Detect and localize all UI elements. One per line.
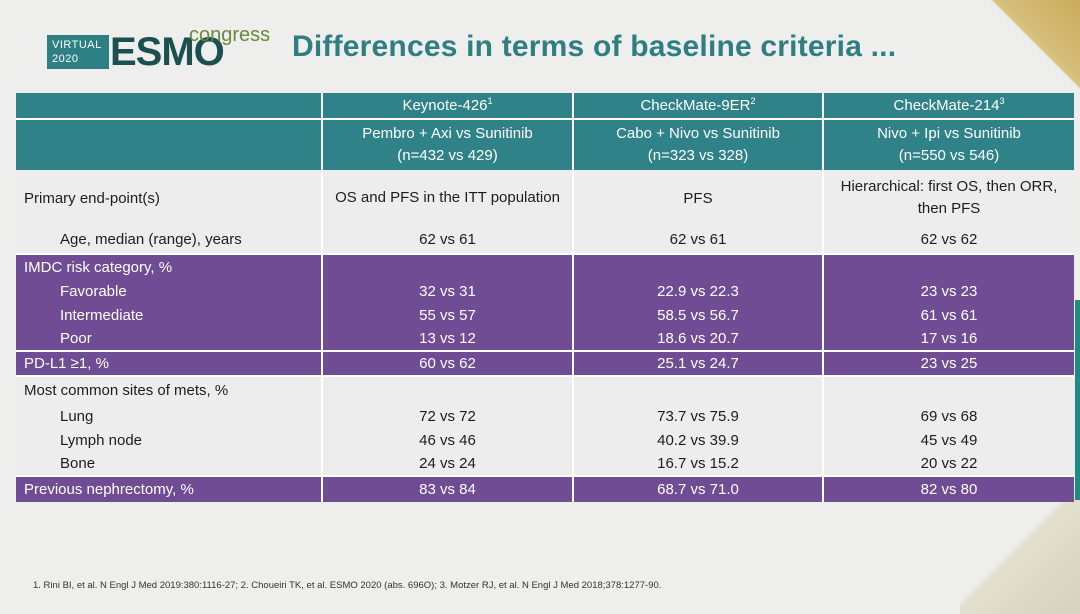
table-cell — [322, 253, 574, 279]
logo-virtual-text: VIRTUAL — [52, 39, 102, 51]
table-row-pdl1: PD-L1 ≥1, % 60 vs 62 25.1 vs 24.7 23 vs … — [16, 350, 1074, 376]
references-footnote: 1. Rini BI, et al. N Engl J Med 2019:380… — [33, 580, 662, 591]
table-row-age: Age, median (range), years 62 vs 61 62 v… — [16, 226, 1074, 254]
table-row-mets-lung: Lung 72 vs 72 73.7 vs 75.9 69 vs 68 — [16, 404, 1074, 428]
table-cell: 23 vs 25 — [823, 350, 1074, 376]
table-cell: 55 vs 57 — [322, 303, 574, 327]
table-cell: 73.7 vs 75.9 — [573, 404, 824, 428]
header-empty-cell — [16, 119, 323, 170]
esmo-logo: VIRTUAL 2020 ESMO congress — [47, 22, 277, 74]
row-label: Primary end-point(s) — [16, 170, 323, 226]
table-cell: 72 vs 72 — [322, 404, 574, 428]
table-cell: 68.7 vs 71.0 — [573, 475, 824, 502]
table-cell — [573, 375, 824, 404]
table-cell: 32 vs 31 — [322, 279, 574, 303]
table-header-row-studies: Keynote-4261 CheckMate-9ER2 CheckMate-21… — [16, 93, 1074, 120]
table-cell: 25.1 vs 24.7 — [573, 350, 824, 376]
row-label: Lymph node — [16, 428, 323, 452]
logo-virtual-badge: VIRTUAL 2020 — [47, 35, 109, 69]
table-cell: 62 vs 61 — [573, 226, 824, 254]
corner-decoration-top-right — [990, 0, 1080, 90]
row-label: Bone — [16, 452, 323, 476]
header-empty-cell — [16, 93, 323, 120]
table-cell — [823, 253, 1074, 279]
table-cell — [322, 375, 574, 404]
row-label: Intermediate — [16, 303, 323, 327]
header-study-checkmate-214: CheckMate-2143 — [823, 93, 1074, 120]
table-row-imdc-header: IMDC risk category, % — [16, 253, 1074, 279]
logo-congress-text: congress — [189, 24, 271, 46]
edge-decoration-right — [1075, 300, 1080, 500]
row-label: Most common sites of mets, % — [16, 375, 323, 404]
row-label: IMDC risk category, % — [16, 253, 323, 279]
table-row-imdc-favorable: Favorable 32 vs 31 22.9 vs 22.3 23 vs 23 — [16, 279, 1074, 303]
table-row-imdc-intermediate: Intermediate 55 vs 57 58.5 vs 56.7 61 vs… — [16, 303, 1074, 327]
logo-esmo-text: ESMO — [110, 30, 225, 74]
row-label: Previous nephrectomy, % — [16, 475, 323, 502]
header-arms-keynote: Pembro + Axi vs Sunitinib (n=432 vs 429) — [322, 119, 574, 170]
table-row-primary-endpoint: Primary end-point(s) OS and PFS in the I… — [16, 170, 1074, 226]
header-arms-checkmate-9er: Cabo + Nivo vs Sunitinib (n=323 vs 328) — [573, 119, 824, 170]
table-cell: PFS — [573, 170, 824, 226]
header-study-checkmate-9er: CheckMate-9ER2 — [573, 93, 824, 120]
table-cell: 58.5 vs 56.7 — [573, 303, 824, 327]
table-cell: 69 vs 68 — [823, 404, 1074, 428]
table-header-row-arms: Pembro + Axi vs Sunitinib (n=432 vs 429) … — [16, 119, 1074, 170]
table-cell: 45 vs 49 — [823, 428, 1074, 452]
row-label: Lung — [16, 404, 323, 428]
table-cell: Hierarchical: first OS, then ORR, then P… — [823, 170, 1074, 226]
row-label: Age, median (range), years — [16, 226, 323, 254]
table-cell — [573, 253, 824, 279]
table-cell: 61 vs 61 — [823, 303, 1074, 327]
table-cell: 82 vs 80 — [823, 475, 1074, 502]
table-row-nephrectomy: Previous nephrectomy, % 83 vs 84 68.7 vs… — [16, 475, 1074, 502]
table-cell: 46 vs 46 — [322, 428, 574, 452]
table-cell — [823, 375, 1074, 404]
table-cell: OS and PFS in the ITT population — [322, 170, 574, 226]
table-cell: 22.9 vs 22.3 — [573, 279, 824, 303]
row-label: Favorable — [16, 279, 323, 303]
header-study-keynote: Keynote-4261 — [322, 93, 574, 120]
table-cell: 13 vs 12 — [322, 327, 574, 351]
row-label: PD-L1 ≥1, % — [16, 350, 323, 376]
table-row-imdc-poor: Poor 13 vs 12 18.6 vs 20.7 17 vs 16 — [16, 327, 1074, 351]
baseline-criteria-table: Keynote-4261 CheckMate-9ER2 CheckMate-21… — [16, 93, 1074, 502]
table-cell: 40.2 vs 39.9 — [573, 428, 824, 452]
slide-title: Differences in terms of baseline criteri… — [292, 30, 897, 63]
table-cell: 18.6 vs 20.7 — [573, 327, 824, 351]
table-cell: 16.7 vs 15.2 — [573, 452, 824, 476]
table-cell: 62 vs 62 — [823, 226, 1074, 254]
table-row-mets-lymph-node: Lymph node 46 vs 46 40.2 vs 39.9 45 vs 4… — [16, 428, 1074, 452]
table-cell: 17 vs 16 — [823, 327, 1074, 351]
logo-year-text: 2020 — [52, 53, 79, 65]
table-cell: 60 vs 62 — [322, 350, 574, 376]
table-row-mets-bone: Bone 24 vs 24 16.7 vs 15.2 20 vs 22 — [16, 452, 1074, 476]
header-arms-checkmate-214: Nivo + Ipi vs Sunitinib (n=550 vs 546) — [823, 119, 1074, 170]
table-cell: 83 vs 84 — [322, 475, 574, 502]
table-cell: 20 vs 22 — [823, 452, 1074, 476]
table-cell: 23 vs 23 — [823, 279, 1074, 303]
table-cell: 24 vs 24 — [322, 452, 574, 476]
table-row-mets-header: Most common sites of mets, % — [16, 375, 1074, 404]
table-cell: 62 vs 61 — [322, 226, 574, 254]
row-label: Poor — [16, 327, 323, 351]
